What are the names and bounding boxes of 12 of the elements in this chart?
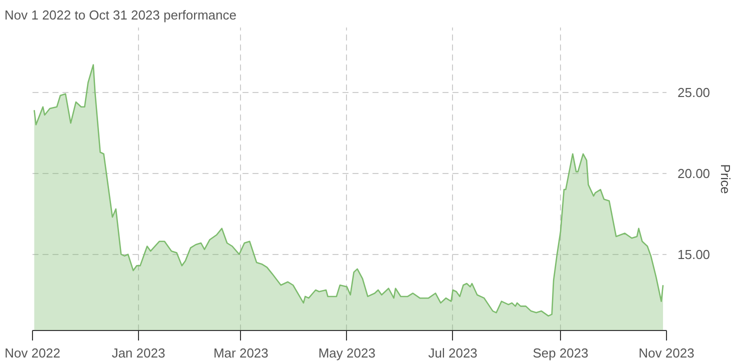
y-tick-label: 15.00 xyxy=(678,246,710,262)
x-tick-label: Mar 2023 xyxy=(213,346,268,360)
x-tick-label: May 2023 xyxy=(318,346,376,360)
chart-title: Nov 1 2022 to Oct 31 2023 performance xyxy=(4,8,236,22)
y-axis-title: Price xyxy=(718,164,734,194)
x-tick-label: Jan 2023 xyxy=(112,346,166,360)
x-tick-label: Jul 2023 xyxy=(428,346,478,360)
y-tick-label: 25.00 xyxy=(678,84,710,100)
x-tick-label: Sep 2023 xyxy=(532,346,588,360)
x-tick-label: Nov 2023 xyxy=(638,346,694,360)
y-tick-label: 20.00 xyxy=(678,166,710,181)
x-tick-label: Nov 2022 xyxy=(4,346,60,360)
